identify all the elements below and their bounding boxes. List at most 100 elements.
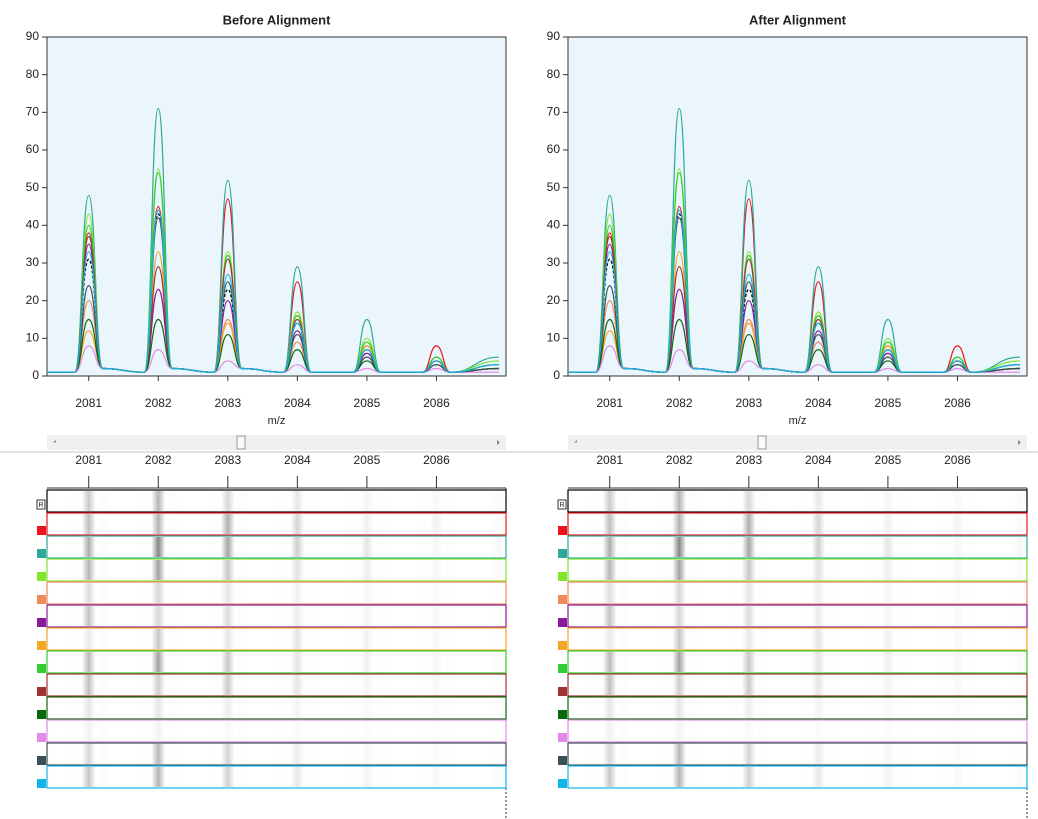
strip-band	[429, 698, 443, 718]
strip-band	[235, 491, 249, 511]
strip-band	[742, 629, 756, 649]
scrollbar[interactable]	[568, 435, 1027, 450]
strip-band	[825, 698, 839, 718]
strip-band	[950, 583, 964, 603]
strip-band	[797, 537, 811, 557]
strip-band	[304, 583, 318, 603]
strip-band	[1013, 514, 1027, 534]
strip-band	[811, 629, 825, 649]
strip-band	[374, 767, 388, 787]
strip-band	[742, 698, 756, 718]
strip-band	[68, 583, 82, 603]
strip-band	[290, 652, 304, 672]
strip-band	[937, 560, 951, 580]
strip-band	[207, 744, 221, 764]
strip-band	[603, 560, 617, 580]
strip-band	[235, 514, 249, 534]
y-tick-label: 10	[547, 331, 561, 345]
strip-band	[165, 606, 179, 626]
strip-band	[728, 491, 742, 511]
strip-band	[964, 583, 978, 603]
x-tick-label: 2086	[944, 396, 971, 410]
strip-band	[346, 698, 360, 718]
strip-band	[276, 537, 290, 557]
strip-band	[151, 583, 165, 603]
strip-band	[221, 652, 235, 672]
strip-band	[492, 629, 506, 649]
chart-title: After Alignment	[749, 12, 847, 27]
strip-band	[68, 514, 82, 534]
strip-band	[895, 514, 909, 534]
strip-band	[756, 744, 770, 764]
strip-band	[825, 744, 839, 764]
strip-band	[165, 744, 179, 764]
strip-band	[304, 767, 318, 787]
strip-band	[96, 744, 110, 764]
strip-band	[867, 629, 881, 649]
strip-band	[1013, 744, 1027, 764]
strip-band	[443, 491, 457, 511]
strip-band	[658, 744, 672, 764]
strip-band	[137, 491, 151, 511]
x-tick-label: 2085	[354, 396, 381, 410]
strip-band	[867, 675, 881, 695]
strip-band	[443, 744, 457, 764]
strip-band	[346, 744, 360, 764]
scroll-thumb[interactable]	[237, 436, 245, 449]
strip-band	[304, 491, 318, 511]
strip-band	[82, 629, 96, 649]
strip-band	[221, 698, 235, 718]
strip-band	[811, 744, 825, 764]
strip-band	[304, 744, 318, 764]
strip-band	[207, 560, 221, 580]
strip-band	[589, 721, 603, 741]
strip-band	[937, 537, 951, 557]
strip-band	[235, 675, 249, 695]
row-swatch	[37, 641, 46, 650]
strip-band	[617, 698, 631, 718]
strip-band	[360, 629, 374, 649]
strip-band	[895, 721, 909, 741]
strip-band	[825, 629, 839, 649]
strip-band	[290, 514, 304, 534]
strip-band	[492, 744, 506, 764]
strip-band	[346, 675, 360, 695]
strip-band	[137, 537, 151, 557]
strip-band	[937, 767, 951, 787]
strip-band	[672, 491, 686, 511]
strip-band	[443, 721, 457, 741]
strip-band	[346, 767, 360, 787]
strip-band	[658, 767, 672, 787]
strip-band	[165, 537, 179, 557]
strip-band	[603, 721, 617, 741]
strip-band	[207, 491, 221, 511]
strip-band	[346, 629, 360, 649]
strip-band	[825, 537, 839, 557]
strip-band	[937, 514, 951, 534]
row-swatch	[37, 595, 46, 604]
row-swatch	[37, 664, 46, 673]
strip-band	[658, 537, 672, 557]
strip-band	[443, 606, 457, 626]
strip-band	[304, 721, 318, 741]
strip-band	[221, 675, 235, 695]
strip-band	[207, 514, 221, 534]
strip-band	[589, 767, 603, 787]
strip-band	[96, 583, 110, 603]
row-swatch	[558, 687, 567, 696]
strip-band	[617, 537, 631, 557]
strip-band	[360, 560, 374, 580]
strip-band	[151, 606, 165, 626]
scrollbar[interactable]	[47, 435, 506, 450]
strip-band	[221, 606, 235, 626]
strip-band	[937, 698, 951, 718]
strip-band	[756, 537, 770, 557]
strip-band	[443, 629, 457, 649]
strip-band	[964, 675, 978, 695]
strip-band	[895, 744, 909, 764]
strip-band	[937, 675, 951, 695]
strip-band	[207, 583, 221, 603]
scroll-thumb[interactable]	[758, 436, 766, 449]
strip-band	[589, 606, 603, 626]
strip-band	[603, 629, 617, 649]
